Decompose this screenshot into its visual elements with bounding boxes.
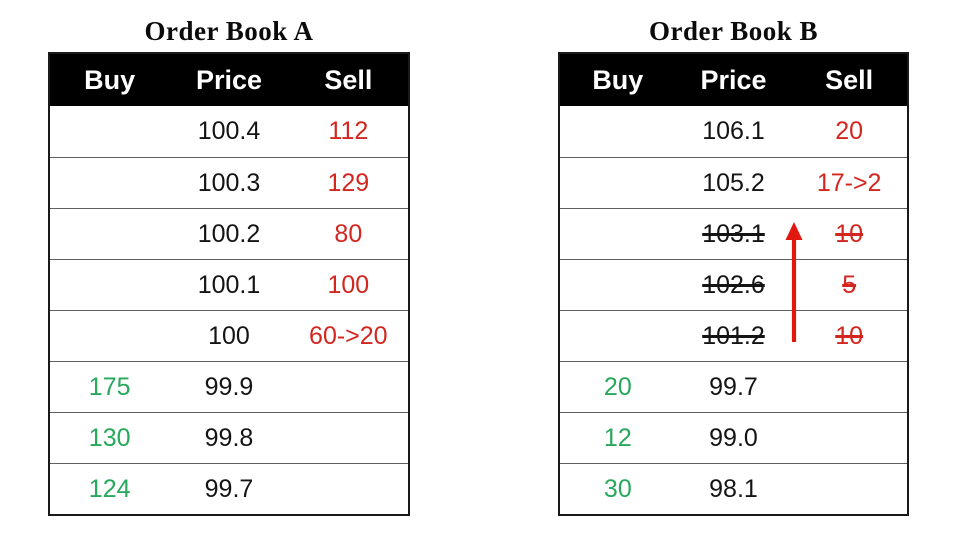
order-book-b-table: Buy Price Sell 106.1 20 105.2 17->2 103.… [558, 52, 909, 516]
table-row-cancelled: 101.2 10 [560, 310, 907, 361]
buy-cell: 130 [88, 423, 131, 452]
price-cell: 99.8 [204, 423, 254, 452]
price-cell: 106.1 [702, 117, 765, 145]
buy-column-header: Buy [592, 64, 644, 95]
price-column-header: Price [195, 64, 263, 95]
buy-column-header: Buy [84, 64, 136, 95]
price-cell: 101.2 [702, 321, 765, 350]
sell-cell: 80 [334, 219, 363, 248]
table-header-row: Buy Price Sell [50, 54, 408, 106]
price-cell: 100.4 [197, 117, 261, 145]
price-cell: 100 [208, 321, 250, 350]
table-header-row: Buy Price Sell [560, 54, 907, 106]
sell-cell: 10 [835, 219, 864, 248]
order-book-b: Order Book B Buy Price Sell 106.1 20 105… [558, 14, 909, 516]
buy-cell: 20 [603, 372, 632, 401]
table-row: 130 99.8 [50, 412, 408, 463]
price-cell: 99.7 [709, 372, 758, 401]
buy-cell: 124 [88, 474, 131, 503]
sell-cell: 20 [835, 117, 864, 145]
table-row: 124 99.7 [50, 463, 408, 514]
table-row-cancelled: 103.1 10 [560, 208, 907, 259]
price-cell: 103.1 [702, 219, 765, 248]
table-row: 105.2 17->2 [560, 157, 907, 208]
buy-cell: 30 [603, 474, 632, 503]
sell-cell: 17->2 [816, 168, 882, 197]
table-row: 20 99.7 [560, 361, 907, 412]
table-row: 100.4 112 [50, 106, 408, 157]
price-cell: 100.2 [197, 219, 261, 248]
sell-cell: 112 [328, 117, 369, 145]
price-column-header: Price [700, 64, 767, 95]
table-row: 100.1 100 [50, 259, 408, 310]
sell-column-header: Sell [825, 64, 874, 95]
table-row-cancelled: 102.6 5 [560, 259, 907, 310]
table-row: 100 60->20 [50, 310, 408, 361]
table-row: 100.3 129 [50, 157, 408, 208]
buy-cell: 12 [603, 423, 632, 452]
order-book-a-table: Buy Price Sell 100.4 112 100.3 129 100.2… [48, 52, 410, 516]
buy-cell: 175 [88, 372, 131, 401]
price-cell: 105.2 [702, 168, 765, 197]
price-cell: 99.9 [204, 372, 254, 401]
order-book-b-title: Order Book B [648, 16, 818, 46]
sell-cell: 10 [835, 321, 864, 350]
order-book-a: Order Book A Buy Price Sell 100.4 112 10… [48, 14, 410, 516]
price-cell: 99.0 [709, 423, 758, 452]
sell-cell: 5 [842, 270, 857, 299]
price-cell: 102.6 [702, 270, 765, 299]
table-row: 100.2 80 [50, 208, 408, 259]
sell-cell: 100 [327, 270, 370, 299]
price-cell: 99.7 [204, 474, 254, 503]
table-row: 175 99.9 [50, 361, 408, 412]
sell-cell: 60->20 [309, 321, 388, 350]
price-cell: 100.1 [197, 270, 261, 299]
table-row: 30 98.1 [560, 463, 907, 514]
table-row: 106.1 20 [560, 106, 907, 157]
order-book-a-title: Order Book A [144, 16, 314, 46]
price-cell: 98.1 [709, 474, 758, 503]
sell-column-header: Sell [324, 64, 373, 95]
sell-cell: 129 [327, 168, 370, 197]
price-cell: 100.3 [197, 168, 261, 197]
table-row: 12 99.0 [560, 412, 907, 463]
